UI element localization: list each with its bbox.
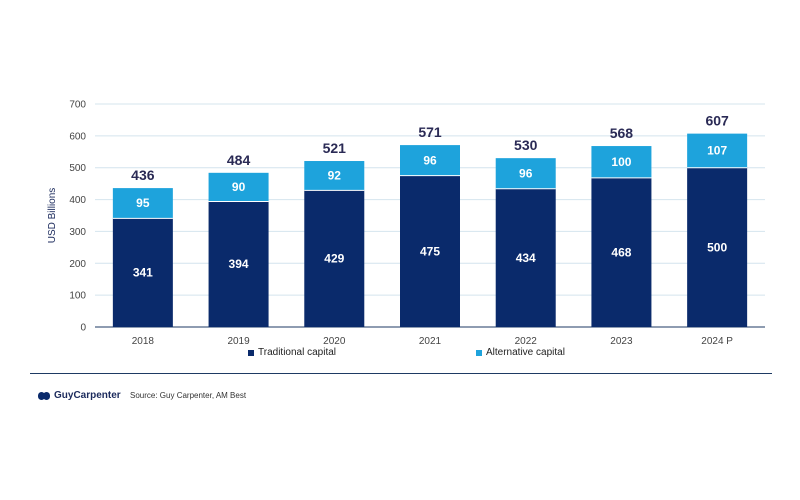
bar-alternative-2019 [208,172,269,202]
y-tick-label: 700 [69,100,86,111]
legend-item-alternative: Alternative capital [476,347,565,358]
data-label-traditional: 429 [324,252,344,266]
bar-traditional-2023 [591,177,652,327]
legend-label-alternative: Alternative capital [486,347,565,358]
bar-alternative-2021 [400,145,460,176]
bar-traditional-2021 [400,175,460,327]
bar-traditional-2018 [112,218,173,327]
data-label-traditional: 341 [133,266,153,280]
bar-alternative-2018 [112,188,173,219]
data-label-traditional: 468 [611,245,631,259]
bar-alternative-2024-P [687,133,748,168]
x-tick-label: 2023 [610,336,633,347]
data-label-traditional: 500 [707,240,727,254]
data-label-alternative: 96 [423,153,437,167]
legend: Traditional capital Alternative capital [0,347,800,361]
bar-alternative-2020 [304,161,365,191]
data-label-alternative: 107 [707,144,727,158]
total-label: 530 [514,137,538,153]
stacked-bar-chart: 0 100 200 300 400 500 600 700 341 95 436 2018 394 90 4… [47,100,765,348]
data-label-alternative: 96 [519,166,533,180]
legend-item-traditional: Traditional capital [248,347,336,358]
bar-traditional-2020 [304,190,365,327]
data-label-alternative: 90 [232,180,246,194]
legend-swatch-traditional [248,349,254,356]
data-label-traditional: 394 [229,257,249,271]
total-label: 484 [227,152,251,168]
y-tick-label: 0 [80,323,86,334]
data-label-alternative: 100 [611,155,631,169]
labels: 0 100 200 300 400 500 600 700 341 95 436 2018 394 90 4… [69,100,733,348]
logo-mark-icon [38,391,50,400]
data-label-alternative: 95 [136,196,150,210]
total-label: 607 [705,113,729,129]
bar-traditional-2024-P [687,167,748,327]
total-label: 568 [610,125,634,141]
y-axis-label: USD Billions [47,188,58,244]
data-label-alternative: 92 [328,169,342,183]
total-label: 521 [323,140,347,156]
y-tick-label: 500 [69,163,86,174]
x-tick-label: 2018 [132,336,155,347]
y-tick-label: 200 [69,259,86,270]
data-label-traditional: 475 [420,244,440,258]
bar-alternative-2022 [495,158,556,189]
y-tick-label: 400 [69,195,86,206]
y-tick-label: 600 [69,131,86,142]
footer-divider [30,373,772,374]
brand-name: GuyCarpenter [54,390,121,401]
total-label: 571 [418,124,442,140]
x-tick-label: 2024 P [701,336,733,347]
source-note: Source: Guy Carpenter, AM Best [130,391,247,400]
x-tick-label: 2019 [227,336,250,347]
legend-label-traditional: Traditional capital [258,347,337,358]
y-tick-label: 100 [69,291,86,302]
bar-traditional-2022 [495,188,556,327]
brand-logo: GuyCarpenter [38,390,121,401]
bar-alternative-2023 [591,146,652,178]
x-tick-label: 2020 [323,336,346,347]
bar-traditional-2019 [208,201,269,327]
total-label: 436 [131,167,155,183]
legend-swatch-alternative [476,349,482,356]
data-label-traditional: 434 [516,251,536,265]
bars [112,133,748,327]
y-tick-label: 300 [69,227,86,238]
x-tick-label: 2022 [515,336,538,347]
x-tick-label: 2021 [419,336,442,347]
